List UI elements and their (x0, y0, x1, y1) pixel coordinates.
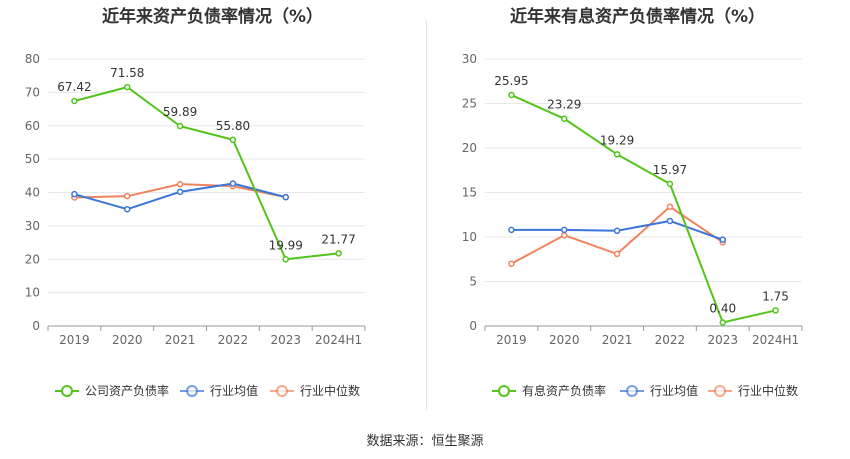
y-tick-label: 5 (469, 275, 477, 289)
data-point (666, 180, 674, 188)
data-point (666, 203, 674, 210)
y-tick-label: 20 (25, 252, 40, 266)
data-source-note: 数据来源：恒生聚源 (366, 434, 484, 449)
data-label: 23.29 (547, 98, 581, 112)
data-label: 71.58 (110, 66, 144, 80)
data-point (229, 136, 237, 144)
legend-item[interactable]: 行业中位数 (270, 383, 360, 398)
data-point (282, 256, 289, 263)
y-tick-label: 20 (462, 141, 477, 155)
main-series-line (511, 94, 776, 324)
y-tick-label: 25 (462, 97, 477, 111)
data-point (335, 250, 342, 257)
y-tick-label: 10 (462, 230, 477, 244)
legend-marker-icon (276, 385, 288, 397)
data-point (124, 83, 131, 91)
y-tick-label: 30 (25, 219, 40, 233)
legend-label: 行业中位数 (738, 383, 798, 398)
right-chart-plot: 0 5 10 15 20 25 30 2019 2020 2021 2022 2023 2024H1 25… (462, 52, 803, 398)
legend-item[interactable]: 行业均值 (180, 383, 258, 398)
data-label: 59.89 (163, 105, 197, 119)
data-point (508, 226, 515, 234)
legend-label: 公司资产负债率 (85, 383, 169, 398)
right-chart-panel: 近年来有息资产负债率情况（%） 0 5 10 15 20 25 30 2019 2020 2021… (425, 0, 850, 459)
data-point (719, 319, 726, 326)
main-series-line (74, 86, 339, 261)
data-point (666, 217, 674, 225)
data-point (719, 236, 726, 243)
panel-divider (426, 20, 427, 410)
data-point (176, 122, 184, 130)
data-point (282, 193, 289, 201)
data-label: 67.42 (57, 80, 91, 94)
data-point (561, 231, 568, 239)
y-tick-label: 60 (25, 119, 40, 133)
y-tick-label: 70 (25, 85, 40, 99)
data-point (561, 226, 568, 234)
legend-item[interactable]: 行业均值 (620, 383, 698, 398)
data-point (613, 227, 621, 235)
right-chart-title: 近年来有息资产负债率情况（%） (509, 7, 766, 27)
x-tick-label: 2023 (270, 333, 301, 347)
x-tick-label: 2022 (218, 333, 249, 347)
left-chart-title: 近年来资产负债率情况（%） (101, 7, 324, 27)
y-tick-label: 15 (462, 186, 477, 200)
data-label: 1.75 (762, 289, 789, 303)
data-label: 55.80 (216, 119, 250, 133)
legend-marker-icon (626, 385, 638, 397)
legend-label: 有息资产负债率 (522, 383, 606, 398)
data-point (613, 250, 621, 258)
y-tick-label: 50 (25, 152, 40, 166)
legend-marker-icon (714, 385, 726, 397)
x-tick-label: 2021 (602, 333, 633, 347)
data-point (772, 307, 779, 314)
data-point (71, 97, 78, 105)
data-label: 21.77 (321, 232, 355, 246)
left-chart-panel: 近年来资产负债率情况（%） 0 10 20 30 40 50 60 70 80 2019 2020 2… (25, 7, 366, 398)
y-tick-label: 10 (25, 286, 40, 300)
legend-marker-icon (186, 385, 198, 397)
y-tick-label: 30 (462, 52, 477, 66)
data-label: 19.99 (269, 238, 303, 252)
data-point (176, 180, 184, 188)
y-tick-label: 0 (469, 319, 477, 333)
data-point (124, 205, 131, 213)
data-label: 0.40 (709, 301, 736, 315)
y-tick-label: 80 (25, 52, 40, 66)
data-point (508, 91, 515, 99)
data-point (176, 188, 184, 196)
data-point (71, 190, 78, 198)
data-label: 15.97 (653, 163, 687, 177)
data-label: 19.29 (600, 133, 634, 147)
left-chart-plot: 0 10 20 30 40 50 60 70 80 2019 2020 2021 2022 2023 202… (25, 52, 366, 398)
data-label: 25.95 (494, 74, 528, 88)
x-tick-label: 2019 (496, 333, 527, 347)
x-tick-label: 2024H1 (315, 333, 362, 347)
x-tick-label: 2022 (655, 333, 686, 347)
data-point (124, 192, 131, 200)
data-point (561, 115, 568, 122)
y-tick-label: 0 (32, 319, 40, 333)
legend-label: 行业中位数 (300, 383, 360, 398)
x-tick-label: 2021 (165, 333, 196, 347)
legend-label: 行业均值 (210, 383, 258, 398)
x-tick-label: 2023 (707, 333, 738, 347)
data-point (613, 151, 621, 158)
legend-marker-icon (498, 385, 510, 397)
x-tick-label: 2020 (112, 333, 143, 347)
legend-label: 行业均值 (650, 383, 698, 398)
data-point (508, 260, 515, 267)
x-tick-label: 2020 (549, 333, 580, 347)
legend-item[interactable]: 公司资产负债率 (55, 383, 169, 398)
legend-marker-icon (61, 385, 73, 397)
x-tick-label: 2024H1 (752, 333, 799, 347)
legend-item[interactable]: 有息资产负债率 (492, 383, 606, 398)
legend-item[interactable]: 行业中位数 (708, 383, 798, 398)
x-tick-label: 2019 (59, 333, 90, 347)
data-point (229, 180, 237, 187)
y-tick-label: 40 (25, 186, 40, 200)
